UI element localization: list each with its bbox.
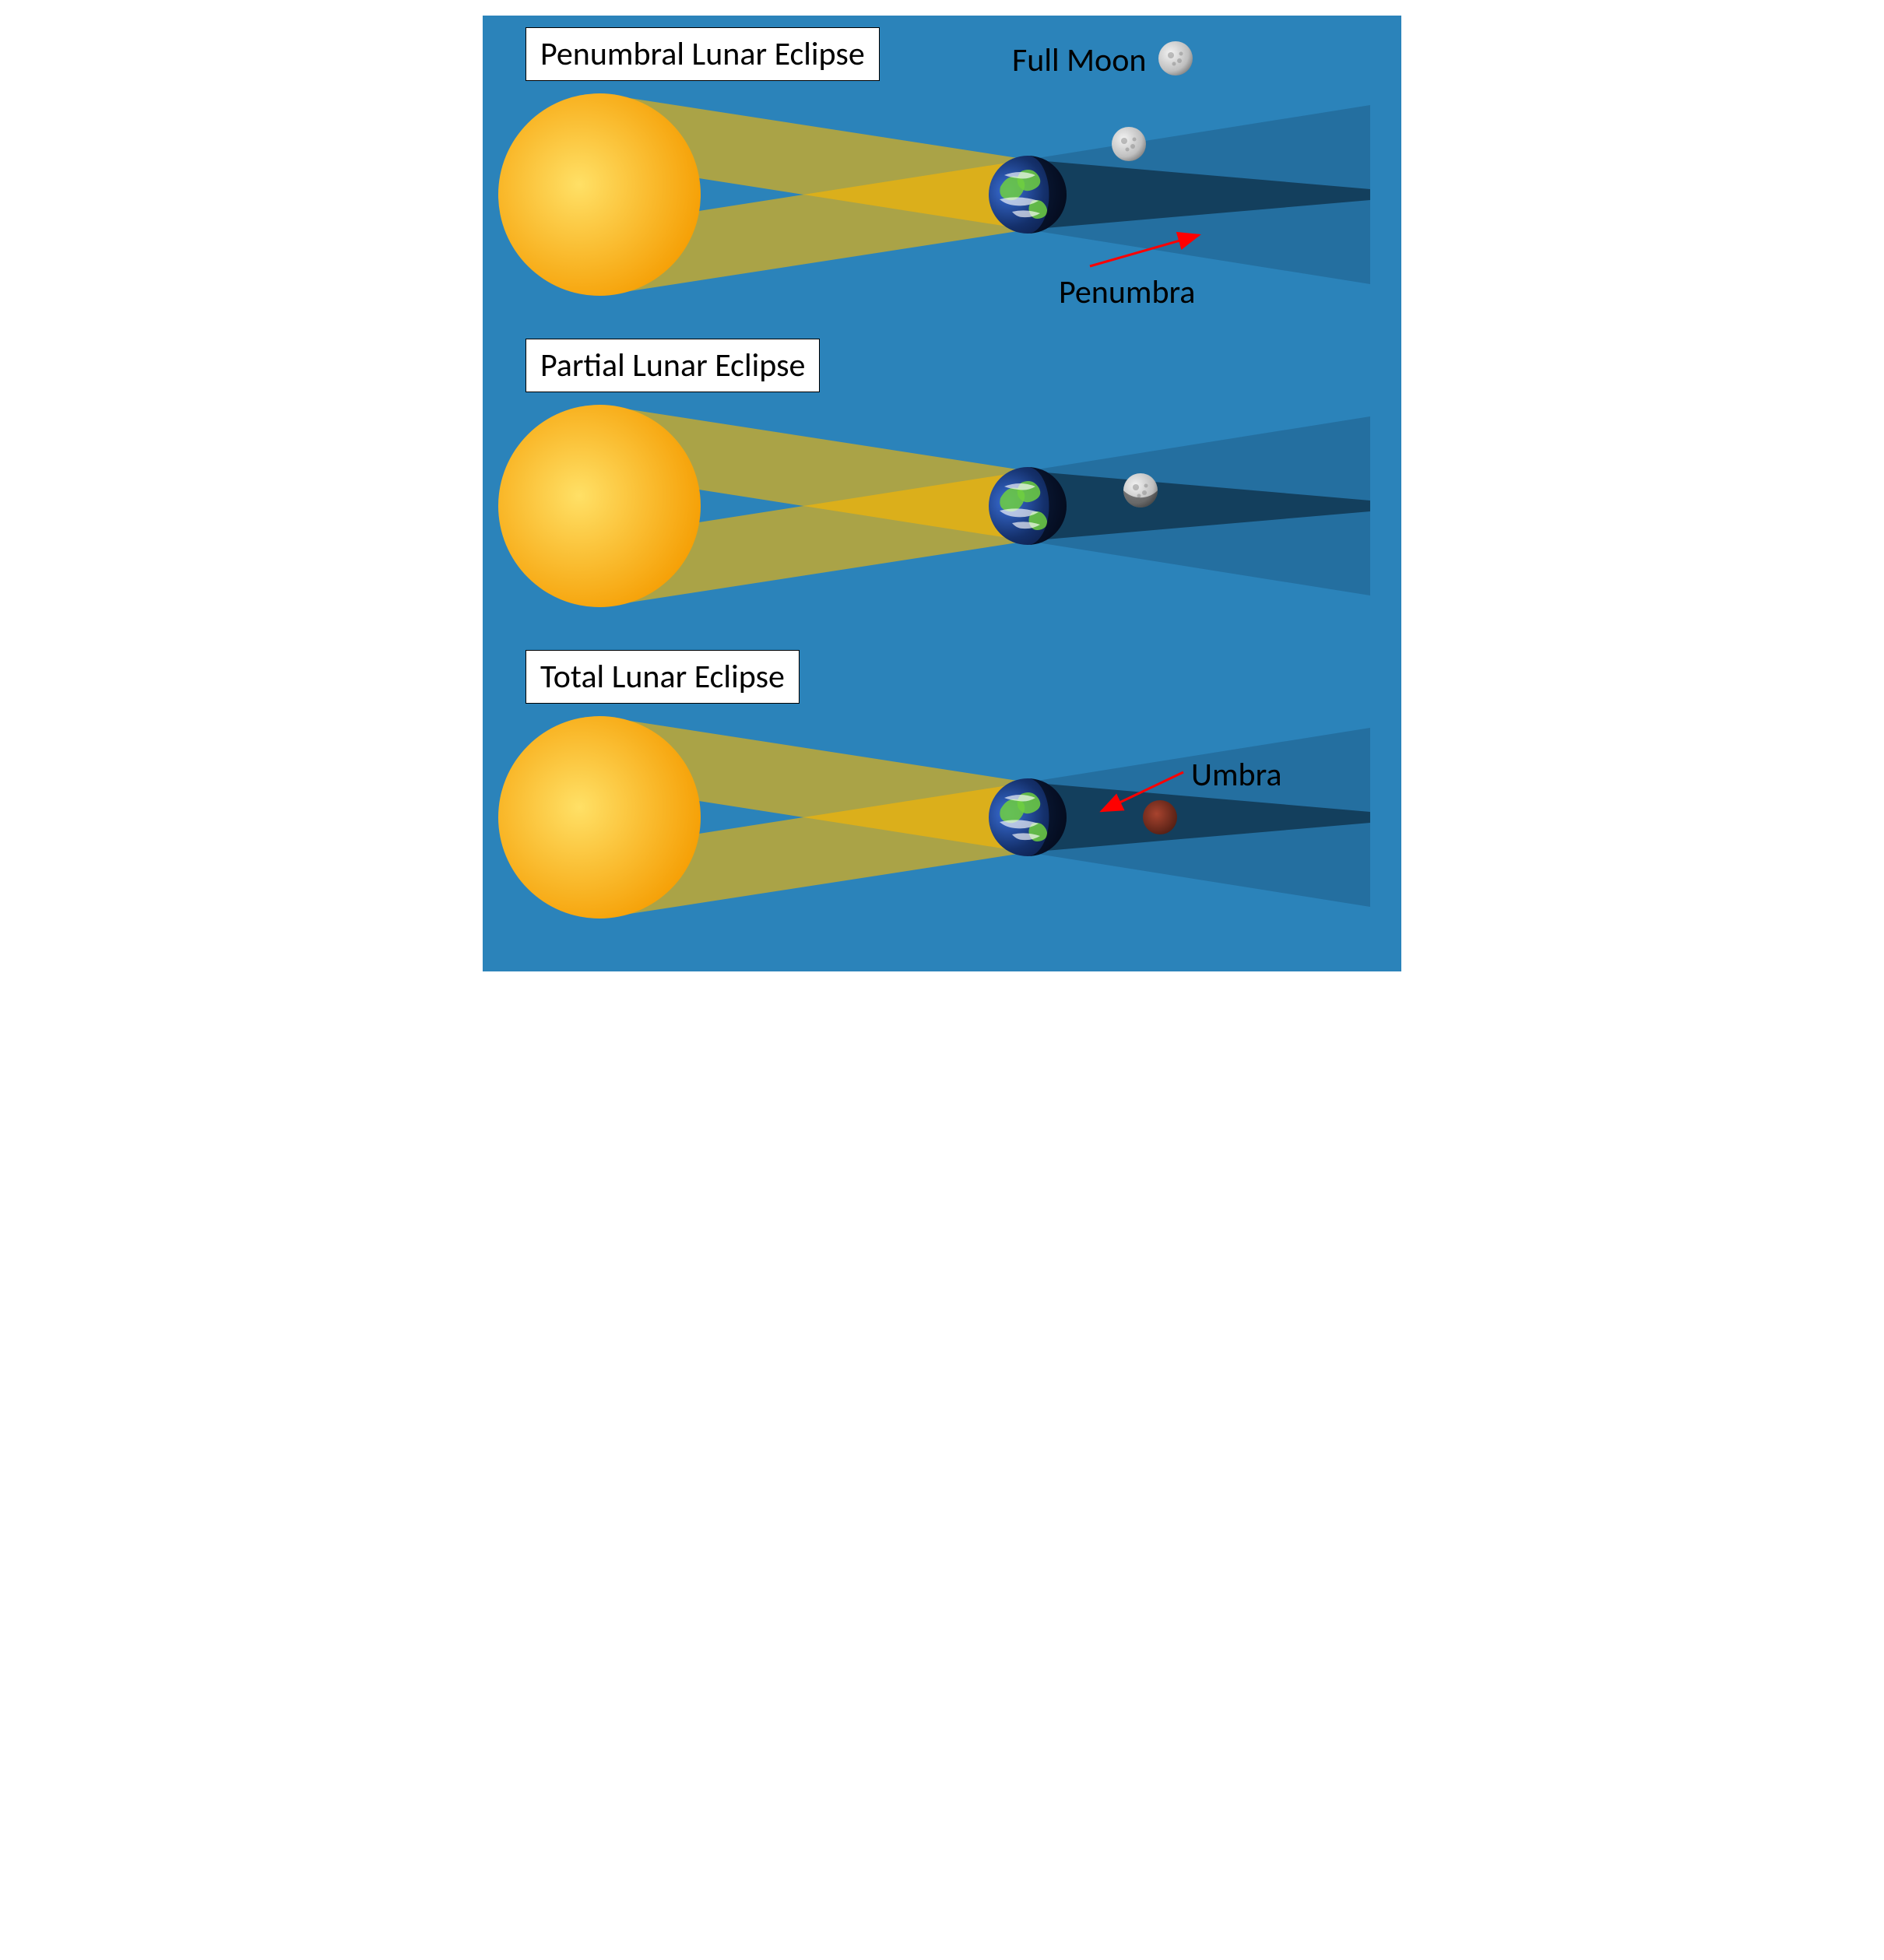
sun-icon bbox=[498, 405, 701, 607]
moon-icon bbox=[1143, 800, 1177, 834]
sun-icon bbox=[498, 716, 701, 919]
sun-icon bbox=[498, 93, 701, 296]
penumbra-label: Penumbra bbox=[1059, 272, 1195, 312]
earth-icon bbox=[989, 467, 1067, 545]
full-moon-label: Full Moon bbox=[1012, 40, 1146, 80]
eclipse-panel: Total Lunar Eclipse Umbra bbox=[483, 638, 1401, 965]
panel-title: Partial Lunar Eclipse bbox=[525, 339, 820, 392]
umbra-label: Umbra bbox=[1191, 755, 1281, 795]
panel-title: Penumbral Lunar Eclipse bbox=[525, 27, 880, 81]
diagram-canvas: Penumbral Lunar EclipseFull MoonPenumbra… bbox=[483, 16, 1401, 971]
earth-icon bbox=[989, 156, 1067, 234]
eclipse-panel: Penumbral Lunar Eclipse Full Moon Penumbra bbox=[483, 16, 1401, 342]
panel-title: Total Lunar Eclipse bbox=[525, 650, 800, 704]
moon-icon bbox=[1158, 41, 1193, 76]
moon-icon bbox=[1123, 473, 1158, 508]
earth-icon bbox=[989, 778, 1067, 856]
moon-icon bbox=[1112, 127, 1146, 161]
eclipse-panel: Partial Lunar Eclipse bbox=[483, 327, 1401, 654]
